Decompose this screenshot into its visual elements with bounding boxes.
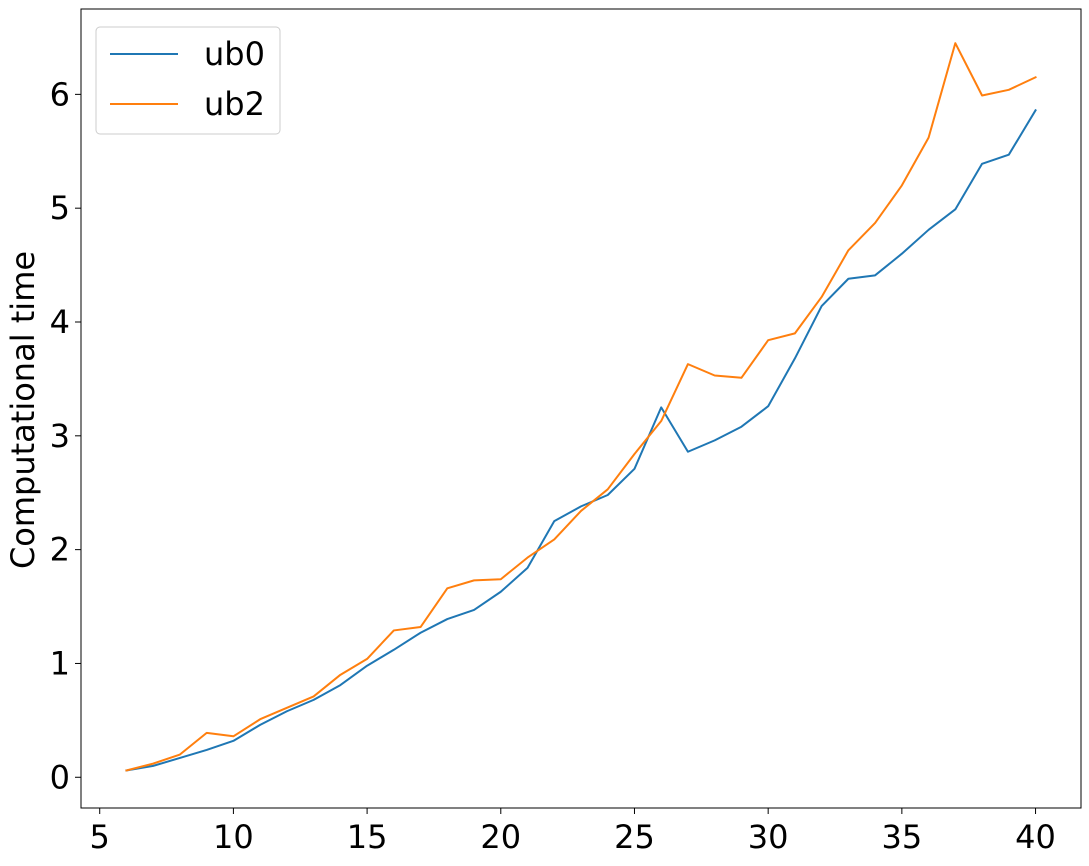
plot-area xyxy=(125,42,1037,772)
y-axis-label: Computational time xyxy=(4,251,42,569)
plot-frame xyxy=(80,8,1082,809)
x-tick-label: 25 xyxy=(614,818,655,856)
y-tick-label: 3 xyxy=(50,417,70,455)
x-tick-label: 10 xyxy=(213,818,254,856)
y-tick-label: 1 xyxy=(50,644,70,682)
y-tick-label: 6 xyxy=(50,75,70,113)
x-tick-label: 15 xyxy=(347,818,388,856)
y-tick-label: 4 xyxy=(50,303,70,341)
legend-label-ub0: ub0 xyxy=(204,35,265,73)
y-tick-label: 0 xyxy=(50,758,70,796)
x-tick-label: 20 xyxy=(480,818,521,856)
y-tick-label: 5 xyxy=(50,189,70,227)
y-tick-label: 2 xyxy=(50,531,70,569)
series-line-ub0 xyxy=(125,108,1037,772)
axes: 5 10 15 20 25 30 35 40 0 1 2 3 4 5 6 xyxy=(50,8,1082,856)
x-tick-label: 40 xyxy=(1015,818,1056,856)
x-tick-label: 30 xyxy=(748,818,789,856)
series-line-ub2 xyxy=(125,42,1037,772)
x-tick-label: 35 xyxy=(881,818,922,856)
legend-label-ub2: ub2 xyxy=(204,85,265,123)
x-tick-label: 5 xyxy=(90,818,110,856)
